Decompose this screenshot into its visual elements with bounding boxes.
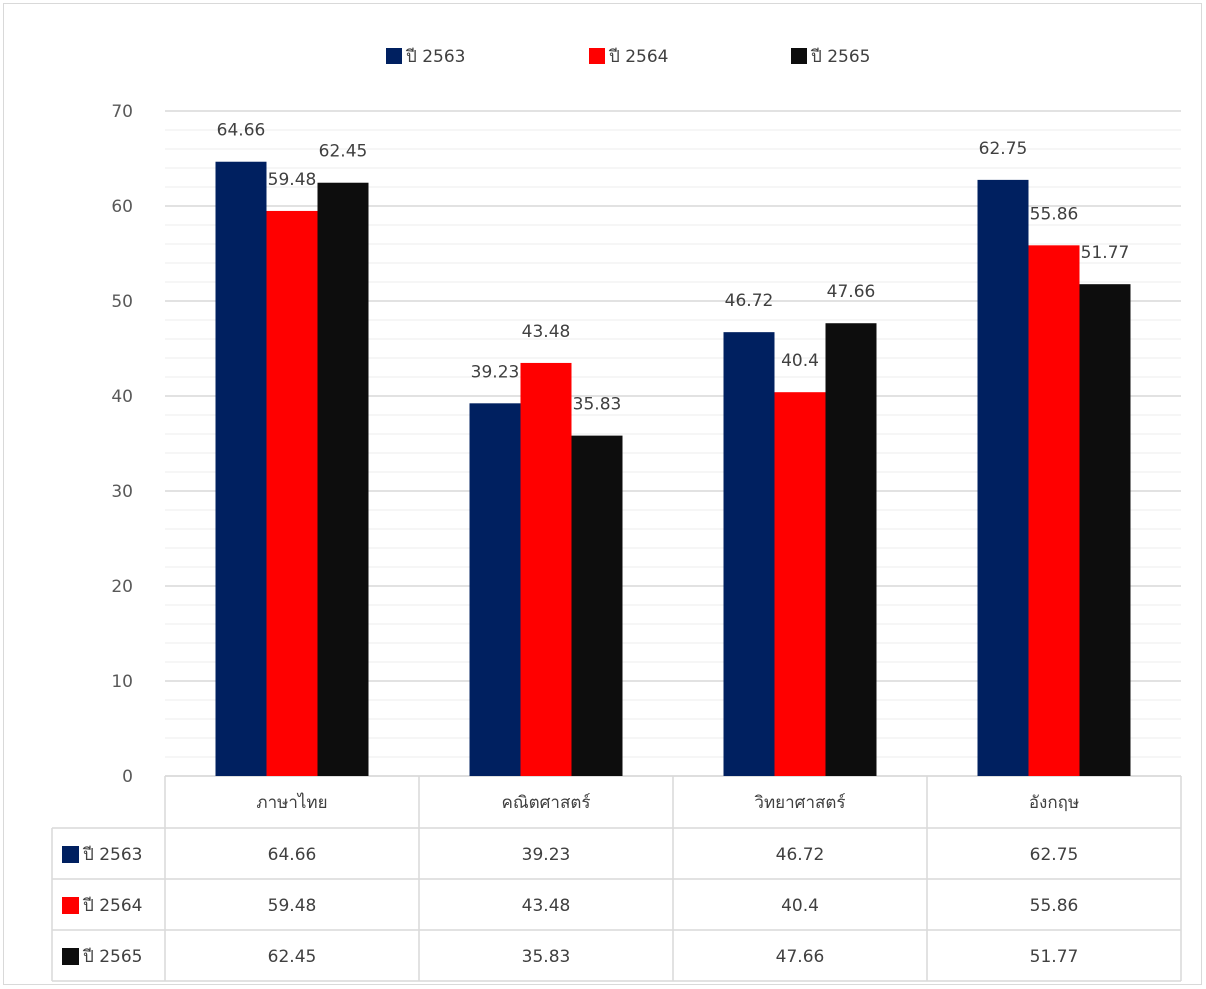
chart-frame (3, 3, 1202, 985)
bar (520, 362, 572, 776)
table-cell-value: 59.48 (268, 896, 317, 916)
bar (977, 179, 1029, 776)
y-tick-label: 20 (111, 577, 133, 597)
category-label: อังกฤษ (1029, 793, 1079, 813)
y-tick-label: 60 (111, 197, 133, 217)
legend-label: ปี 2565 (810, 47, 870, 67)
legend-label: ปี 2564 (608, 47, 668, 67)
y-tick-label: 40 (111, 387, 133, 407)
table-cell-value: 43.48 (522, 896, 571, 916)
table-series-label: ปี 2565 (82, 947, 142, 967)
legend-label: ปี 2563 (405, 47, 465, 67)
legend-swatch (589, 48, 605, 64)
bar (571, 435, 623, 776)
table-cell-value: 40.4 (781, 896, 819, 916)
bar (266, 210, 318, 776)
table-cell-value: 64.66 (268, 845, 317, 865)
y-tick-label: 50 (111, 292, 133, 312)
data-label: 62.75 (979, 139, 1028, 159)
data-label: 59.48 (268, 170, 317, 190)
data-label: 51.77 (1081, 243, 1130, 263)
y-tick-label: 0 (122, 767, 133, 787)
category-label: คณิตศาสตร์ (501, 793, 590, 813)
data-label: 40.4 (781, 351, 819, 371)
data-label: 64.66 (217, 121, 266, 141)
legend-swatch (386, 48, 402, 64)
legend: ปี 2563 ปี 2564 ปี 2565 (386, 47, 870, 67)
category-label: ภาษาไทย (256, 792, 327, 813)
data-labels: 64.66 39.23 46.72 62.75 59.48 43.48 40.4 55.86 6… (217, 121, 1130, 415)
bar (774, 392, 826, 776)
y-tick-label: 70 (111, 102, 133, 122)
data-label: 47.66 (827, 282, 876, 302)
table-cell-value: 55.86 (1030, 896, 1079, 916)
data-label: 39.23 (471, 362, 520, 382)
bars (215, 161, 1131, 777)
table-cell-value: 47.66 (776, 947, 825, 967)
table-series-label: ปี 2563 (82, 845, 142, 865)
table-series-label: ปี 2564 (82, 896, 142, 916)
bar (1079, 284, 1131, 776)
table-cell-value: 39.23 (522, 845, 571, 865)
table-cell-value: 46.72 (776, 845, 825, 865)
data-label: 55.86 (1030, 204, 1079, 224)
y-tick-label: 10 (111, 672, 133, 692)
bar (469, 403, 521, 776)
table-cell-value: 51.77 (1030, 947, 1079, 967)
table-legend-key (62, 846, 79, 863)
data-label: 46.72 (725, 291, 774, 311)
data-label: 35.83 (573, 395, 622, 415)
bar (723, 332, 775, 776)
table-cell-value: 62.75 (1030, 845, 1079, 865)
table-cell-value: 62.45 (268, 947, 317, 967)
category-label: วิทยาศาสตร์ (754, 793, 846, 813)
bar (317, 182, 369, 777)
table-legend-key (62, 897, 79, 914)
bar (1028, 245, 1080, 776)
bar (825, 323, 877, 776)
data-label: 62.45 (319, 142, 368, 162)
y-axis: 0 10 20 30 40 50 60 70 (111, 102, 133, 787)
legend-swatch (791, 48, 807, 64)
table-cell-value: 35.83 (522, 947, 571, 967)
table-legend-key (62, 948, 79, 965)
y-tick-label: 30 (111, 482, 133, 502)
bar (215, 161, 267, 777)
data-label: 43.48 (522, 322, 571, 342)
